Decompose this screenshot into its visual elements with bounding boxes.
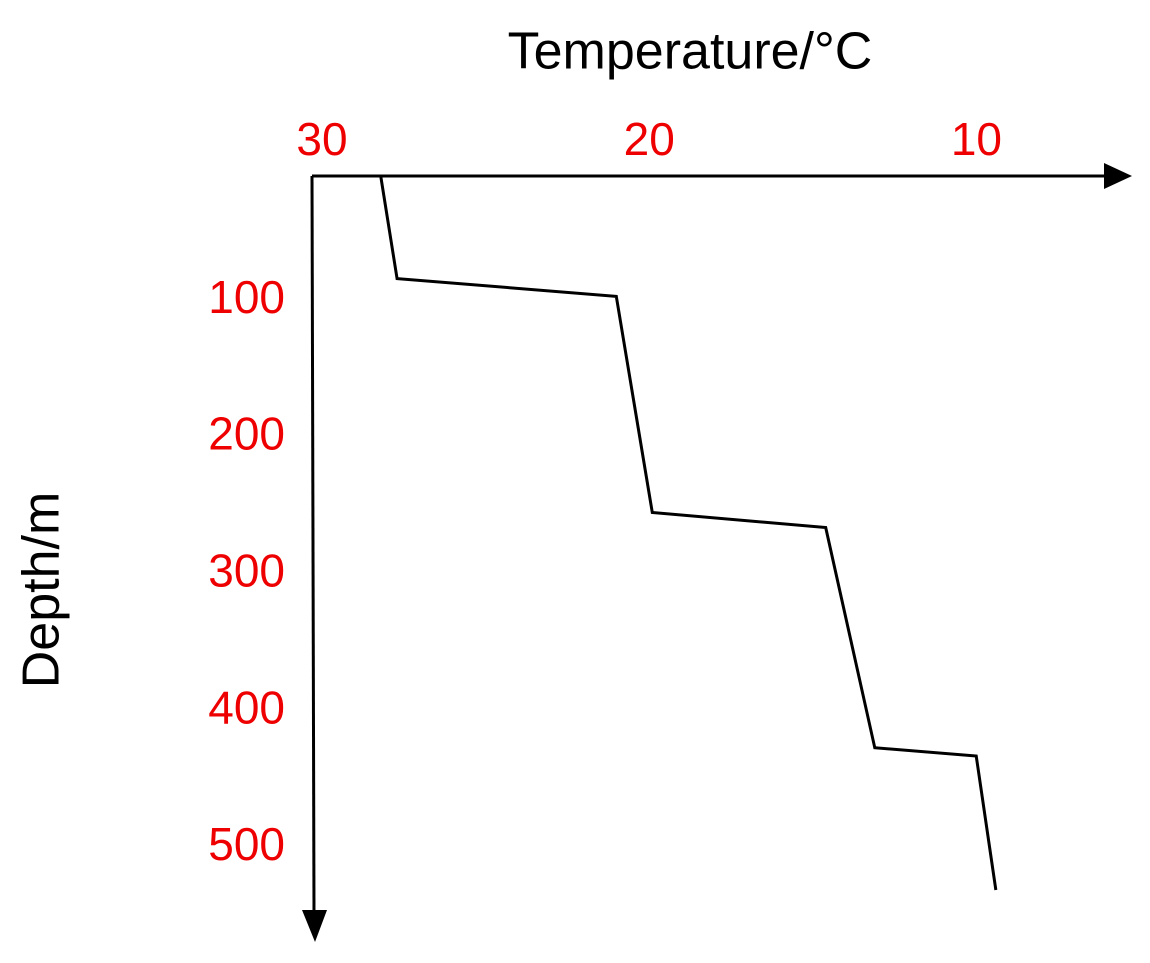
x-tick-label: 10 xyxy=(951,113,1002,165)
y-axis-arrow xyxy=(302,910,327,942)
y-axis-title: Depth/m xyxy=(13,492,71,689)
x-tick-label: 30 xyxy=(296,113,347,165)
y-axis xyxy=(310,175,316,916)
y-tick-label: 500 xyxy=(208,818,285,870)
y-tick-label: 400 xyxy=(208,681,285,733)
x-axis-arrow xyxy=(1104,163,1132,189)
y-tick-label: 300 xyxy=(208,545,285,597)
x-axis-title: Temperature/°C xyxy=(508,23,873,81)
y-tick-label: 100 xyxy=(208,271,285,323)
profile-line xyxy=(379,175,998,891)
y-tick-label: 200 xyxy=(208,408,285,460)
x-tick-label: 20 xyxy=(624,113,675,165)
